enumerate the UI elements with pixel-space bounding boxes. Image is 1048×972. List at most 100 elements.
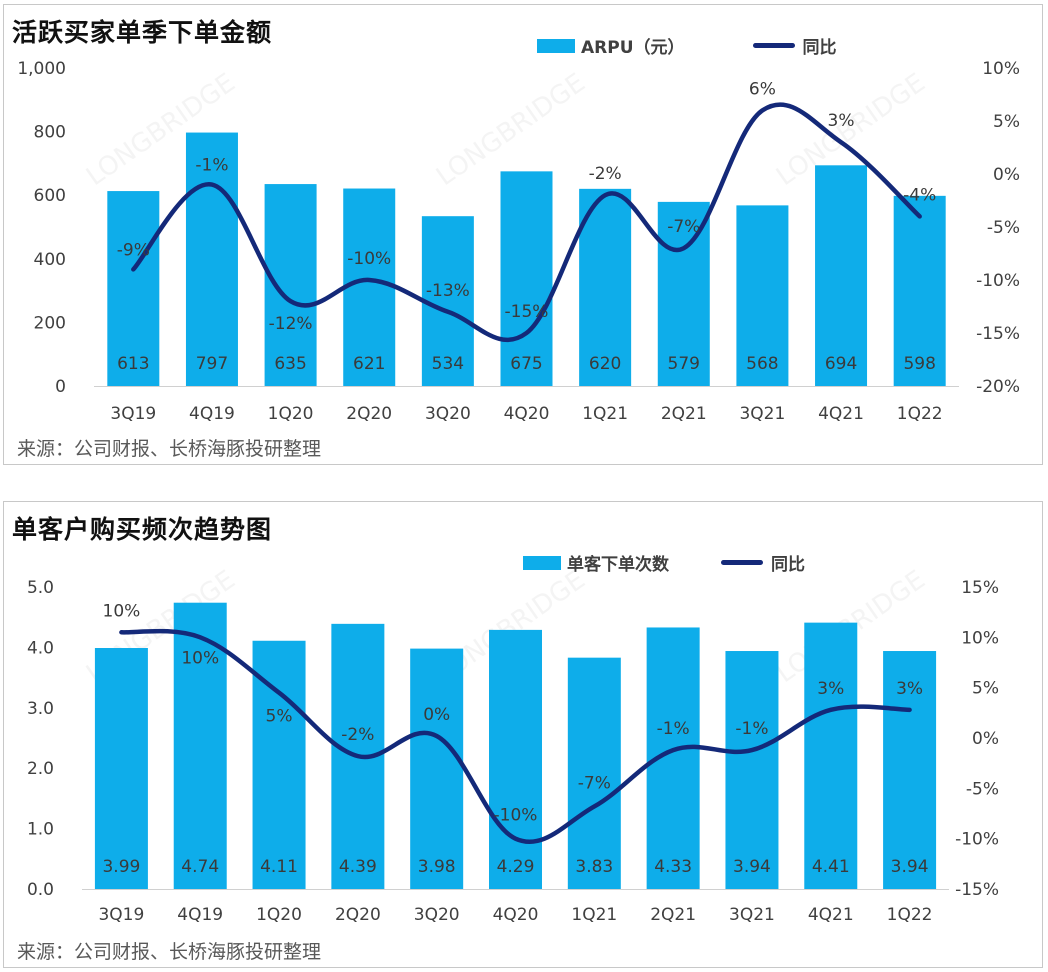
yoy-point — [593, 805, 596, 808]
yoy-value-label: 3% — [828, 111, 855, 131]
x-tick-label: 1Q21 — [571, 905, 617, 925]
yoy-value-label: -10% — [494, 806, 538, 826]
yoy-point — [278, 691, 281, 694]
legend-item-line: 同比 — [752, 33, 837, 58]
bar — [893, 195, 946, 386]
legend: ARPU（元） 同比 — [537, 33, 905, 58]
x-tick-label: 1Q22 — [887, 905, 933, 925]
yoy-point — [199, 636, 202, 639]
legend-label-bar: 单客下单次数 — [567, 555, 669, 575]
x-tick-label: 3Q20 — [425, 404, 471, 424]
legend-label-bar: ARPU（元） — [581, 38, 685, 58]
bar — [804, 622, 858, 889]
y-tick-label-right: -5% — [966, 779, 999, 799]
bar-value-label: 598 — [903, 354, 935, 374]
legend-item-bar: ARPU（元） — [537, 33, 685, 58]
legend: 单客下单次数 同比 — [523, 550, 873, 575]
y-tick-label-right: 10% — [961, 628, 999, 648]
bar-value-label: 3.83 — [575, 857, 613, 877]
y-tick-label-left: 5.0 — [27, 578, 54, 598]
legend-item-bar: 单客下单次数 — [523, 550, 669, 575]
bar — [500, 171, 553, 386]
chart-panel-arpu: LONGBRIDGE LONGBRIDGE LONGBRIDGE 活跃买家单季下… — [3, 4, 1043, 465]
yoy-point — [514, 837, 517, 840]
bar — [343, 188, 396, 386]
y-tick-label-right: 5% — [972, 679, 999, 699]
yoy-point — [672, 749, 675, 752]
yoy-value-label: 3% — [817, 679, 844, 699]
chart-svg-frequency: 0.0 1.0 2.0 3.0 4.0 5.0 -15% -10% -5% 0% 5% 10% 15% 3… — [27, 578, 999, 925]
y-tick-label-left: 600 — [34, 186, 66, 206]
yoy-value-label: 6% — [749, 79, 776, 99]
bar-value-label: 3.99 — [102, 857, 140, 877]
yoy-point — [750, 749, 753, 752]
bar-value-label: 621 — [353, 354, 385, 374]
yoy-value-label: -7% — [667, 217, 700, 237]
bar-value-label: 4.33 — [654, 857, 692, 877]
bar-value-label: 694 — [825, 354, 857, 374]
yoy-value-label: -13% — [426, 281, 470, 301]
yoy-value-label: 10% — [181, 648, 219, 668]
yoy-value-label: -1% — [657, 719, 690, 739]
yoy-point — [840, 141, 843, 144]
yoy-point — [132, 268, 135, 271]
legend-swatch-line — [721, 560, 763, 565]
yoy-value-label: -10% — [347, 249, 391, 269]
yoy-point — [918, 215, 921, 218]
yoy-value-label: -12% — [269, 314, 313, 334]
x-tick-label: 3Q19 — [110, 404, 156, 424]
x-tick-label: 3Q20 — [414, 905, 460, 925]
bar-value-label: 635 — [274, 354, 306, 374]
yoy-line — [119, 628, 912, 845]
y-tick-label-left: 4.0 — [27, 638, 54, 658]
x-tick-label: 4Q19 — [189, 404, 235, 424]
yoy-point — [120, 631, 123, 634]
x-tick-label: 2Q21 — [650, 905, 696, 925]
yoy-value-label: -2% — [589, 164, 622, 184]
x-tick-label: 2Q21 — [661, 404, 707, 424]
yoy-value-label: -1% — [735, 719, 768, 739]
chart-title: 单客户购买频次趋势图 — [12, 515, 273, 544]
x-tick-label: 4Q20 — [493, 905, 539, 925]
bar-value-label: 620 — [589, 354, 621, 374]
bar-value-label: 675 — [510, 354, 542, 374]
x-tick-label: 3Q21 — [739, 404, 785, 424]
legend-swatch-line — [752, 43, 795, 48]
y-tick-label-right: -15% — [955, 880, 999, 900]
y-tick-label-right: 0% — [993, 165, 1020, 185]
bar — [421, 216, 474, 386]
bar — [725, 651, 779, 889]
x-tick-label: 4Q19 — [177, 905, 223, 925]
bar — [185, 132, 238, 386]
bar-value-label: 797 — [196, 354, 228, 374]
y-tick-label-right: -5% — [987, 218, 1020, 238]
bar — [815, 165, 868, 386]
yoy-value-label: -4% — [903, 185, 936, 205]
x-tick-label: 4Q21 — [808, 905, 854, 925]
bar-value-label: 3.94 — [891, 857, 929, 877]
y-tick-label-left: 0.0 — [27, 880, 54, 900]
yoy-point — [210, 183, 213, 186]
yoy-point — [908, 708, 911, 711]
bar — [107, 191, 160, 386]
source-note: 来源：公司财报、长桥海豚投研整理 — [17, 438, 322, 460]
y-tick-label-left: 800 — [34, 123, 66, 143]
y-tick-label-left: 2.0 — [27, 759, 54, 779]
yoy-point — [761, 109, 764, 112]
yoy-point — [829, 708, 832, 711]
bar-value-label: 4.39 — [339, 857, 377, 877]
y-tick-label-left: 200 — [34, 313, 66, 333]
yoy-value-label: 10% — [103, 601, 141, 621]
y-tick-label-right: 15% — [961, 578, 999, 598]
bar-value-label: 579 — [668, 354, 700, 374]
yoy-value-label: 5% — [266, 707, 293, 727]
yoy-point — [435, 734, 438, 737]
bar — [579, 188, 632, 386]
chart-panel-frequency: LONGBRIDGE LONGBRIDGE LONGBRIDGE 单客户购买频次… — [3, 501, 1043, 968]
bar-value-label: 568 — [746, 354, 778, 374]
bar — [567, 657, 621, 889]
x-tick-label: 4Q21 — [818, 404, 864, 424]
yoy-value-label: -7% — [578, 773, 611, 793]
bar-value-label: 3.98 — [418, 857, 456, 877]
bar-value-label: 3.94 — [733, 857, 771, 877]
